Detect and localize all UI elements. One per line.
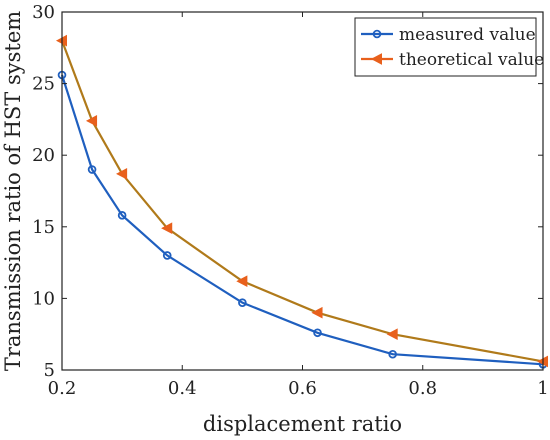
x-tick-label: 0.2: [48, 378, 77, 399]
legend-marker-1: [370, 53, 382, 65]
series-1-point-2: [116, 167, 128, 180]
legend-label-1: theoretical value: [399, 50, 544, 70]
y-tick-label: 15: [32, 217, 55, 238]
series-1-point-3: [161, 222, 173, 235]
series-1-point-1: [85, 115, 98, 127]
series-0-point-4: [238, 298, 247, 307]
legend-label-0: measured value: [399, 25, 536, 45]
x-tick-label: 1: [537, 378, 548, 399]
series-0-point-2: [117, 211, 127, 220]
y-tick-label: 20: [32, 145, 55, 166]
series-0-point-6: [388, 349, 397, 359]
series-0-point-1: [87, 165, 97, 174]
y-tick-label: 5: [44, 360, 55, 381]
legend-box: [354, 17, 537, 77]
series-1-point-4: [236, 275, 248, 288]
y-tick-label: 25: [32, 74, 55, 95]
series-0-point-3: [162, 251, 172, 260]
y-tick-label: 10: [32, 288, 55, 309]
y-tick-label: 30: [32, 2, 55, 23]
series-line-0: [60, 74, 544, 366]
series-line-1: [60, 40, 544, 363]
series-0-point-5: [313, 328, 322, 338]
series-1-point-5: [311, 306, 323, 319]
x-tick-label: 0.8: [408, 378, 437, 399]
x-tick-label: 0.4: [168, 378, 197, 399]
x-axis-title: displacement ratio: [203, 412, 402, 436]
x-tick-label: 0.6: [288, 378, 317, 399]
y-axis-title: Transmission ratio of HST system: [1, 11, 25, 371]
series-1-point-6: [386, 328, 398, 341]
legend-marker-0: [372, 29, 382, 39]
